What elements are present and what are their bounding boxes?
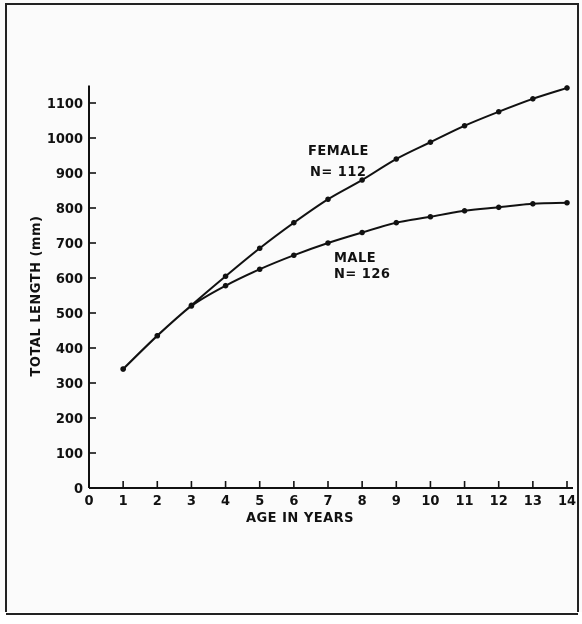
x-tick-label: 6	[289, 494, 298, 509]
x-tick-label: 1	[119, 494, 128, 509]
male-data-point	[325, 240, 331, 246]
y-tick-label: 1000	[47, 132, 83, 147]
y-tick-label: 900	[56, 167, 83, 182]
male-n-label: N= 126	[334, 267, 390, 282]
y-axis-label: TOTAL LENGTH (mm)	[29, 216, 44, 377]
male-data-point	[188, 303, 195, 309]
points-group	[120, 85, 570, 372]
female-data-point	[222, 273, 229, 280]
y-tick-label: 100	[56, 447, 83, 462]
male-data-point	[256, 266, 263, 273]
y-tick-group: 0 100 200 300 400 500 600 700 800 900 1000 1100	[47, 97, 96, 497]
x-tick-label: 3	[187, 494, 196, 509]
y-tick-label: 300	[56, 377, 83, 392]
x-tick-label: 7	[323, 494, 332, 509]
male-data-point	[495, 204, 502, 211]
male-label: MALE	[334, 251, 376, 266]
y-tick-label: 700	[56, 237, 83, 252]
female-series-line	[122, 86, 568, 370]
female-data-point	[256, 245, 263, 252]
y-tick-label: 400	[56, 342, 83, 357]
x-tick-label: 5	[255, 494, 264, 509]
female-n-label: N= 112	[310, 165, 366, 180]
male-data-point	[427, 213, 434, 220]
x-tick-label: 4	[221, 494, 230, 509]
female-data-point	[427, 139, 434, 145]
series-lines-group	[122, 86, 568, 370]
male-data-point	[564, 199, 570, 206]
x-tick-label: 8	[358, 494, 367, 509]
male-data-point	[359, 229, 365, 236]
female-data-point	[564, 85, 570, 91]
female-data-point	[461, 122, 468, 129]
male-data-point	[461, 208, 468, 214]
female-data-point	[291, 219, 297, 226]
y-tick-label: 1100	[47, 97, 83, 112]
x-axis-label: AGE IN YEARS	[246, 511, 354, 526]
y-tick-label: 600	[56, 272, 83, 287]
female-label: FEMALE	[308, 144, 369, 159]
male-data-point	[393, 219, 400, 226]
x-tick-group: 0 1 2 3 4 5 6 7 8 9 10 11 12 13 14	[84, 481, 576, 509]
female-data-point	[359, 177, 365, 183]
male-data-point	[291, 252, 297, 259]
x-tick-label: 13	[524, 494, 542, 509]
axes-group	[88, 85, 573, 489]
x-tick-label: 10	[421, 494, 439, 509]
male-data-point	[154, 332, 161, 339]
x-tick-label: 0	[84, 494, 93, 509]
female-data-point	[530, 96, 536, 102]
y-tick-label: 500	[56, 307, 83, 322]
x-tick-label: 12	[490, 494, 508, 509]
male-data-point	[530, 201, 536, 207]
female-data-point	[495, 108, 502, 115]
male-data-point	[120, 366, 126, 372]
y-tick-label: 200	[56, 412, 83, 427]
y-tick-label: 800	[56, 202, 83, 217]
x-tick-label: 9	[392, 494, 401, 509]
female-data-point	[393, 156, 400, 162]
x-tick-label: 11	[456, 494, 474, 509]
female-data-point	[325, 196, 331, 203]
male-series-line	[122, 201, 568, 370]
male-data-point	[222, 282, 229, 289]
x-tick-label: 14	[558, 494, 576, 509]
y-tick-label: 0	[74, 482, 83, 497]
x-tick-label: 2	[153, 494, 162, 509]
